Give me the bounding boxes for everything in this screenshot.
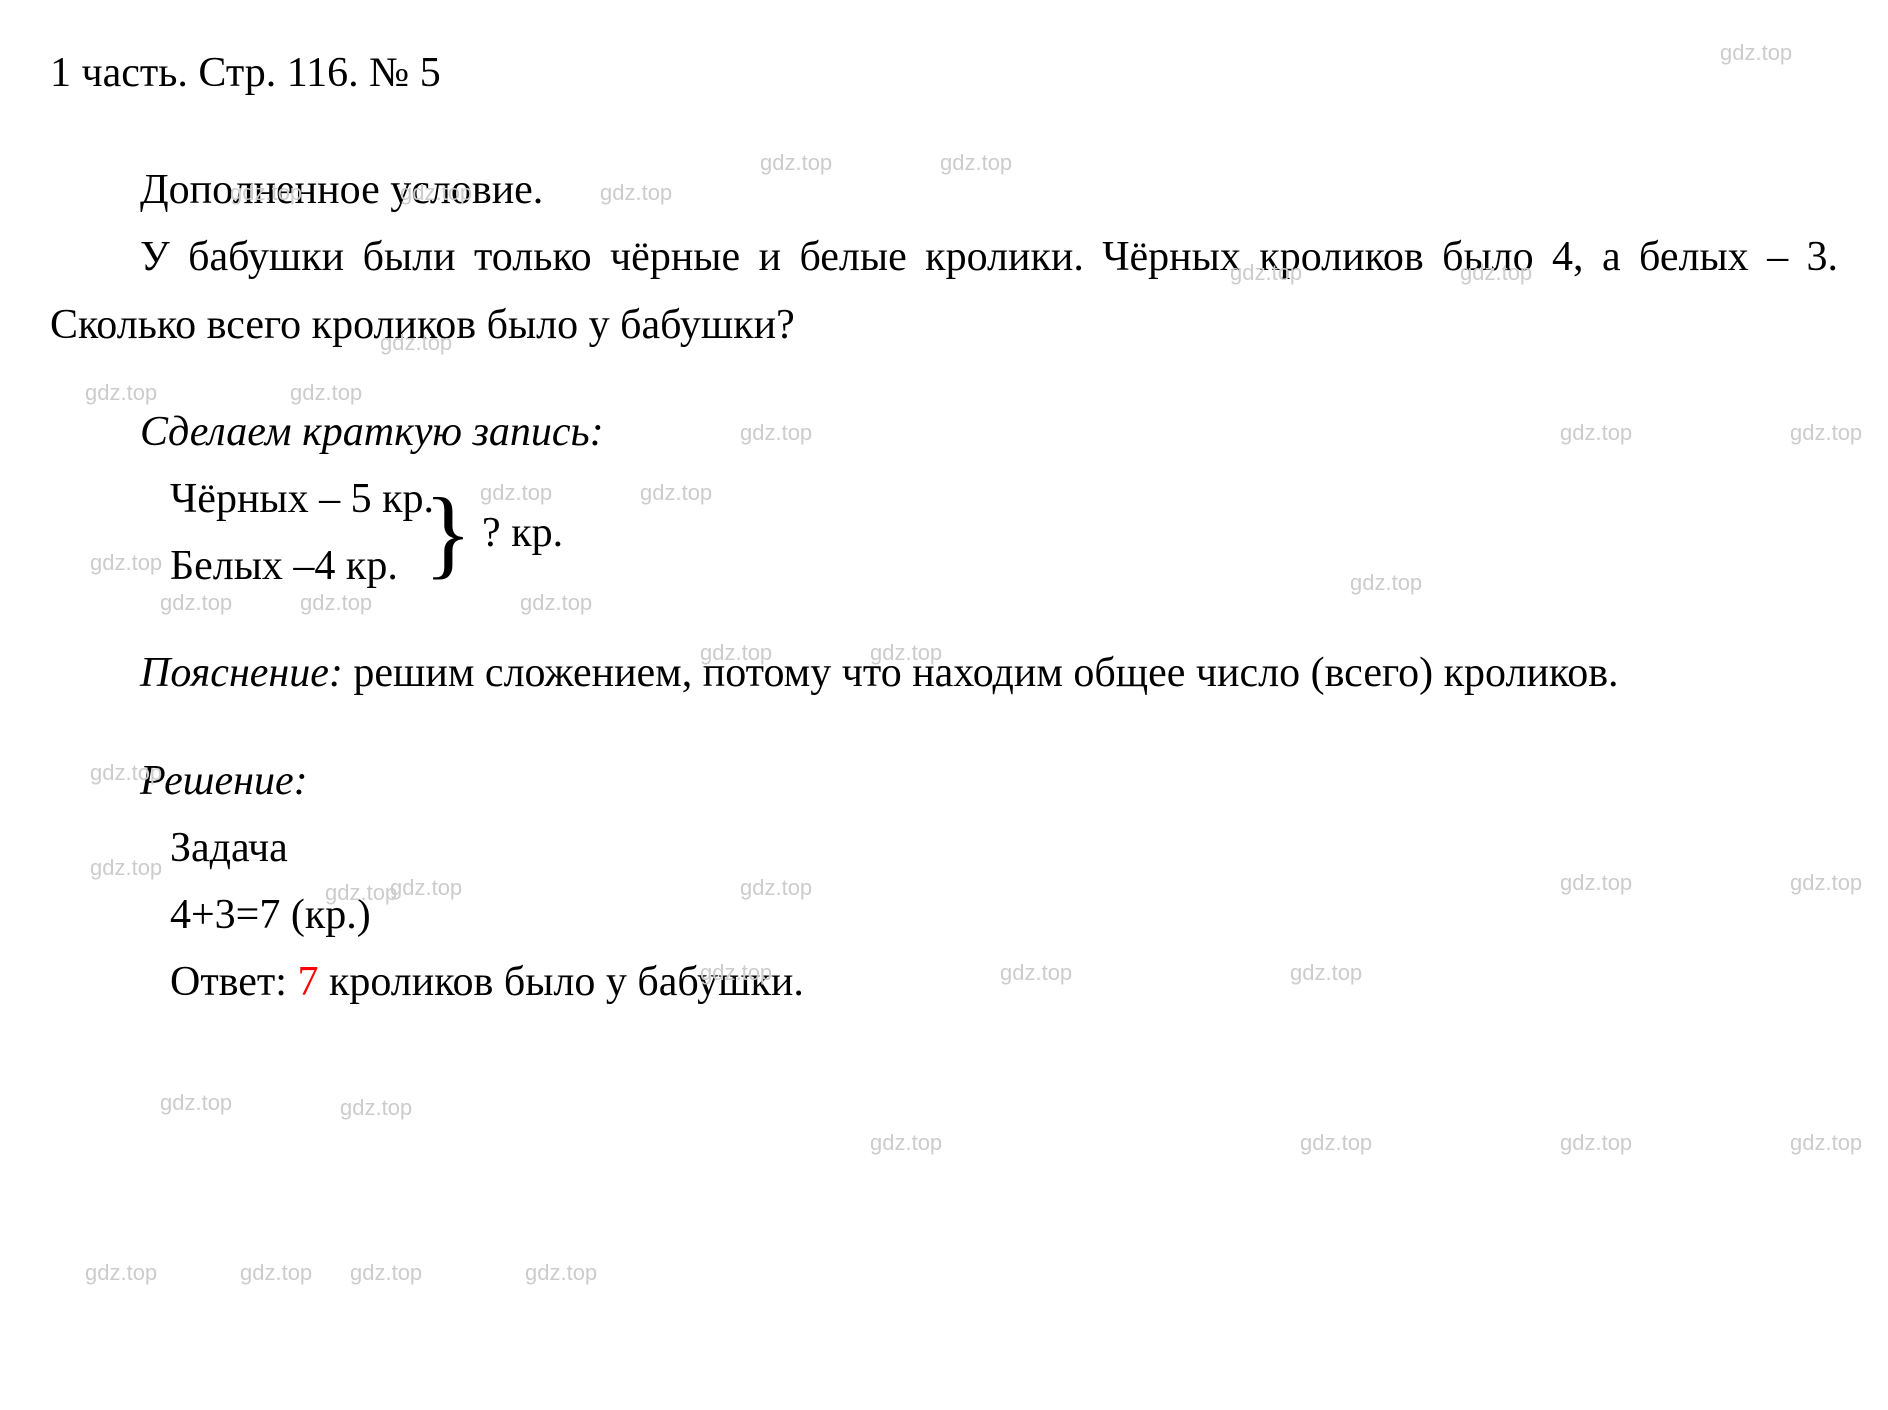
watermark-text: gdz.top: [85, 1260, 157, 1286]
equation-line: 4+3=7 (кр.): [170, 882, 1838, 949]
solution-label-line: Решение:: [50, 748, 1838, 815]
solution-section: Решение: Задача 4+3=7 (кр.) Ответ: 7 кро…: [50, 748, 1838, 1017]
answer-number: 7: [297, 959, 318, 1005]
answer-suffix: кроликов было у бабушки.: [318, 959, 803, 1005]
answer-line: Ответ: 7 кроликов было у бабушки.: [170, 949, 1838, 1016]
brace-row-2: Белых –4 кр.: [170, 533, 434, 600]
document-content: 1 часть. Стр. 116. № 5 Дополненное услов…: [50, 40, 1838, 1016]
watermark-text: gdz.top: [1300, 1130, 1372, 1156]
task-label: Задача: [170, 825, 288, 871]
condition-text: У бабушки были только чёрные и белые кро…: [50, 234, 1838, 347]
watermark-text: gdz.top: [340, 1095, 412, 1121]
condition-section: Дополненное условие. У бабушки были толь…: [50, 157, 1838, 359]
explanation-section: Пояснение: решим сложением, потому что н…: [50, 640, 1838, 707]
watermark-text: gdz.top: [240, 1260, 312, 1286]
brief-title-line: Сделаем краткую запись:: [50, 399, 1838, 466]
header-line: 1 часть. Стр. 116. № 5: [50, 40, 1838, 107]
brace-items: Чёрных – 5 кр. Белых –4 кр.: [170, 466, 434, 600]
brace-row-1: Чёрных – 5 кр.: [170, 466, 434, 533]
watermark-text: gdz.top: [1790, 1130, 1862, 1156]
brief-section: Сделаем краткую запись: Чёрных – 5 кр. Б…: [50, 399, 1838, 601]
watermark-text: gdz.top: [870, 1130, 942, 1156]
header-text: 1 часть. Стр. 116. № 5: [50, 50, 441, 96]
equation: 4+3=7 (кр.): [170, 892, 371, 938]
condition-title-line: Дополненное условие.: [50, 157, 1838, 224]
brief-title: Сделаем краткую запись:: [140, 409, 604, 455]
watermark-text: gdz.top: [1560, 1130, 1632, 1156]
explanation-line: Пояснение: решим сложением, потому что н…: [50, 640, 1838, 707]
watermark-text: gdz.top: [525, 1260, 597, 1286]
brace-result: ? кр.: [482, 500, 563, 567]
task-label-line: Задача: [170, 815, 1838, 882]
explanation-text: решим сложением, потому что находим обще…: [343, 650, 1619, 696]
explanation-label: Пояснение:: [140, 650, 343, 696]
condition-title: Дополненное условие.: [140, 167, 543, 213]
brace-container: Чёрных – 5 кр. Белых –4 кр. } ? кр.: [170, 466, 1838, 600]
answer-prefix: Ответ:: [170, 959, 297, 1005]
condition-text-block: У бабушки были только чёрные и белые кро…: [50, 224, 1838, 358]
solution-label: Решение:: [140, 758, 308, 804]
watermark-text: gdz.top: [350, 1260, 422, 1286]
watermark-text: gdz.top: [160, 1090, 232, 1116]
brace-icon: }: [424, 488, 472, 578]
